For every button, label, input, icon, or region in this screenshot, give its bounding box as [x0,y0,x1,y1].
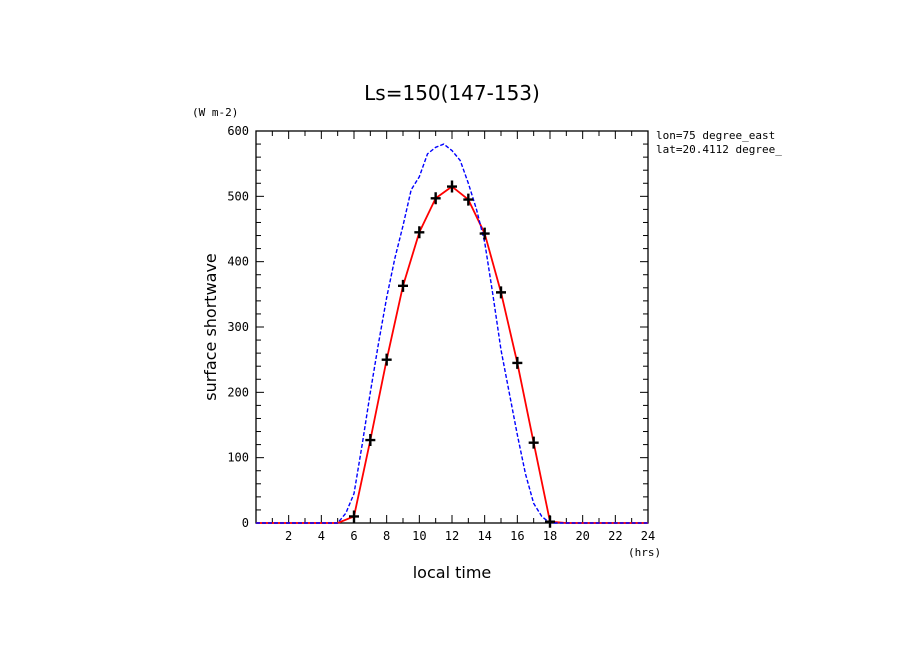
data-point-marker [528,436,539,449]
data-point-marker [545,515,555,528]
x-tick-label: 14 [477,529,491,543]
y-tick-label: 0 [242,516,249,530]
x-tick-label: 6 [350,529,357,543]
y-tick-label: 500 [227,189,249,203]
x-tick-label: 16 [510,529,524,543]
chart-title: Ls=150(147-153) [364,81,540,105]
x-tick-label: 24 [641,529,655,543]
marker-series [349,180,555,528]
y-axis-unit: (W m-2) [192,106,238,119]
data-point-marker [398,279,408,292]
x-tick-label: 22 [608,529,622,543]
x-tick-label: 8 [383,529,390,543]
x-tick-label: 20 [575,529,589,543]
data-point-marker [365,434,376,447]
x-tick-label: 10 [412,529,426,543]
solid-series-line [256,185,648,524]
y-tick-label: 200 [227,385,249,399]
y-tick-label: 300 [227,320,249,334]
data-point-marker [349,510,359,523]
y-tick-label: 100 [227,451,249,465]
x-axis-title: local time [413,563,492,582]
dashed-series-line [256,143,648,524]
y-axis-title: surface shortwave [201,253,220,401]
x-tick-label: 12 [445,529,459,543]
data-point-marker [430,192,441,205]
data-point-marker [414,226,425,239]
x-axis-unit: (hrs) [628,546,661,559]
x-tick-label: 2 [285,529,292,543]
x-tick-label: 4 [318,529,325,543]
y-tick-label: 400 [227,255,249,269]
data-point-marker [496,286,506,299]
data-point-marker [381,353,392,366]
data-point-marker [463,193,474,206]
latitude-annotation: lat=20.4112 degree_ [656,143,782,156]
data-point-marker [447,180,457,193]
x-tick-label: 18 [543,529,557,543]
longitude-annotation: lon=75 degree_east [656,129,775,142]
y-tick-label: 600 [227,124,249,138]
data-point-marker [512,356,523,369]
series-group [256,143,648,528]
data-point-marker [479,227,490,240]
